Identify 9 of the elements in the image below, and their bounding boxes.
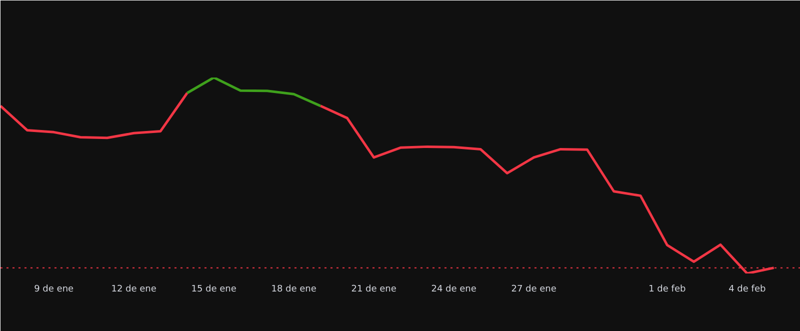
x-tick-label: 27 de ene [511, 284, 557, 294]
x-tick-label: 24 de ene [431, 284, 477, 294]
x-tick-label: 15 de ene [191, 284, 237, 294]
x-tick-label: 1 de feb [648, 284, 686, 294]
x-tick-label: 18 de ene [271, 284, 317, 294]
x-tick-label: 12 de ene [111, 284, 157, 294]
x-tick-label: 21 de ene [351, 284, 397, 294]
x-tick-label: 9 de ene [34, 284, 74, 294]
x-tick-label: 4 de feb [728, 284, 766, 294]
